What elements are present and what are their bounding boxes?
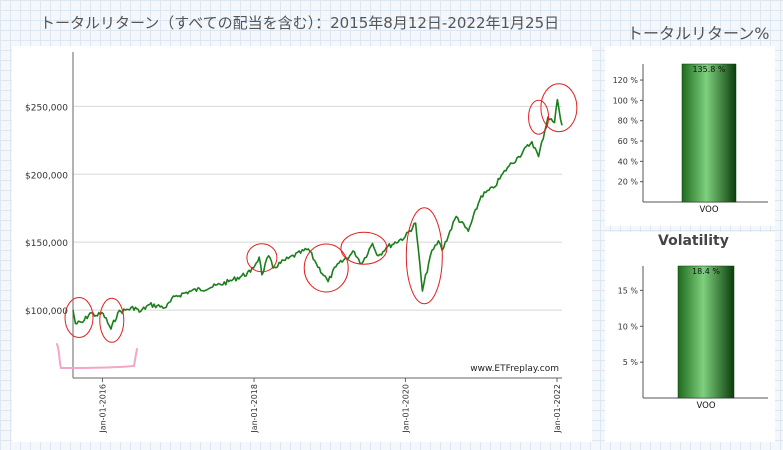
watermark: www.ETFreplay.com — [470, 364, 559, 374]
returns-panel-title: トータルリターン% — [627, 24, 770, 43]
x-tick-label: Jan-01-2016 — [98, 384, 107, 434]
bar-data-label: 135.8 % — [692, 65, 725, 74]
main-line-chart: $100,000 $150,000 $200,000 $250,000 Jan-01-2… — [25, 52, 578, 434]
annotation-ellipse — [246, 243, 278, 273]
bar-voo — [681, 63, 737, 203]
annotation-ellipse — [405, 207, 443, 305]
main-chart-panel — [12, 46, 592, 442]
y-tick-label: $100,000 — [25, 307, 68, 317]
y-tick-label: 40 % — [618, 157, 639, 166]
annotation-ellipse — [340, 231, 388, 265]
y-tick-label: 5 % — [623, 358, 639, 367]
x-tick-label: Jan-01-2018 — [250, 384, 259, 434]
annotation-ellipse — [528, 99, 550, 135]
y-tick-label: 60 % — [618, 137, 639, 146]
x-tick-label: Jan-01-2020 — [401, 384, 410, 434]
y-tick-label: 100 % — [613, 96, 639, 105]
pink-bracket-annotation — [56, 343, 138, 370]
y-tick-label: 15 % — [618, 286, 639, 295]
bar-data-label: 18.4 % — [692, 267, 720, 276]
total-return-line — [72, 98, 563, 330]
y-tick-label: $250,000 — [25, 103, 68, 113]
bar-voo — [677, 265, 735, 399]
annotation-ellipse — [303, 243, 349, 293]
volatility-panel-title: Volatility — [658, 233, 729, 249]
x-category-label: VOO — [699, 205, 718, 215]
y-tick-label: 20 % — [618, 178, 639, 187]
y-tick-label: 120 % — [613, 76, 639, 85]
main-chart-title: トータルリターン（すべての配当を含む）：2015年8月12日-2022年1月25… — [40, 14, 560, 32]
annotation-ellipse — [540, 83, 578, 133]
annotation-ellipse — [64, 297, 94, 339]
y-tick-label: $200,000 — [25, 171, 68, 181]
volatility-bar-chart: 5 % 10 % 15 % 18.4 % VOO — [618, 265, 768, 411]
total-return-bar-chart: 20 % 40 % 60 % 80 % 100 % 120 % 135.8 % VOO — [613, 63, 768, 215]
y-tick-label: 80 % — [618, 117, 639, 126]
annotation-ellipse — [99, 297, 125, 343]
x-category-label: VOO — [696, 401, 715, 411]
x-tick-label: Jan-01-2022 — [553, 384, 562, 434]
y-tick-label: $150,000 — [25, 239, 68, 249]
y-tick-label: 10 % — [618, 322, 639, 331]
